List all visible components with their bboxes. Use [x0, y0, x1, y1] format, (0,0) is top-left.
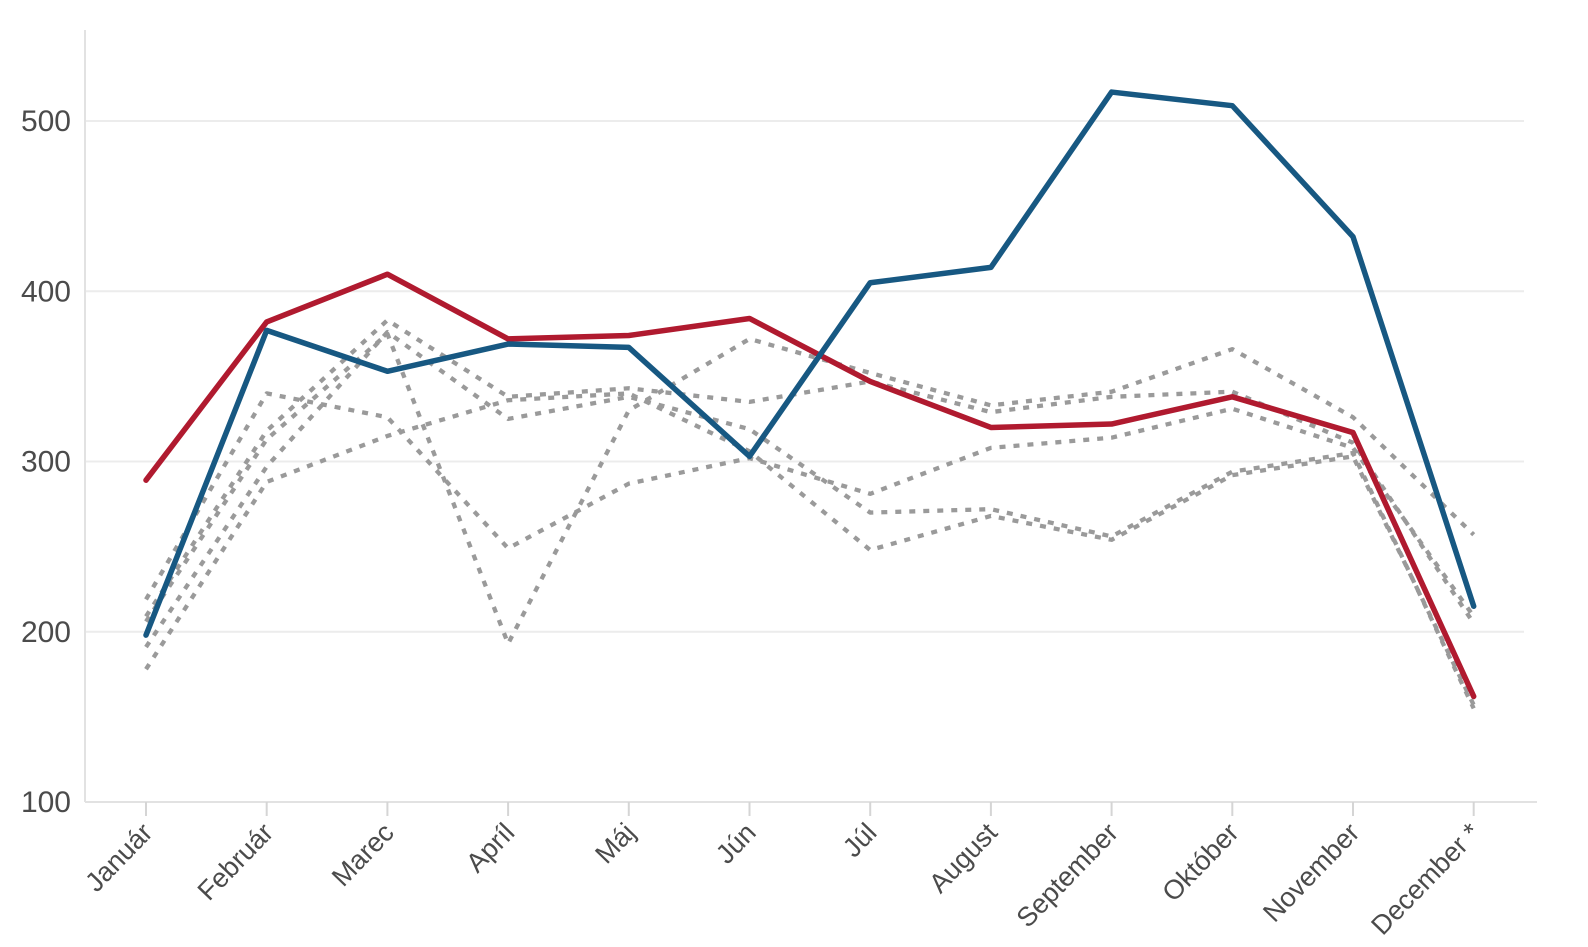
series-lines — [143, 89, 1477, 710]
x-axis-month-label: Máj — [589, 817, 641, 869]
x-axis-month-label: Február — [192, 817, 279, 906]
series-line-gray-dashed-2 — [144, 318, 1476, 625]
series-line-gray-dashed-4 — [144, 329, 1476, 710]
series-line-gray-dashed-5 — [144, 391, 1476, 706]
y-axis-tick-label: 400 — [21, 275, 71, 308]
x-axis-month-label: December * — [1365, 817, 1486, 941]
y-axis-tick-label: 100 — [21, 786, 71, 819]
x-axis-month-label: Marec — [326, 817, 400, 892]
x-axis-month-label: Január — [79, 817, 158, 897]
x-axis-month-label: September — [1011, 817, 1124, 933]
series-line-red-solid — [143, 271, 1477, 700]
series-line-gray-dashed-1 — [144, 331, 1476, 646]
x-axis-month-label: Apríl — [460, 817, 520, 878]
x-axis-month-label: Jún — [710, 817, 762, 869]
x-axis-month-label: Október — [1156, 817, 1244, 907]
series-line-blue-solid — [143, 89, 1477, 638]
x-axis-month-label: Júl — [837, 817, 883, 863]
x-axis-month-label: August — [923, 817, 1003, 899]
x-axis-month-label: November — [1257, 817, 1365, 927]
y-axis-tick-label: 300 — [21, 446, 71, 479]
axes — [84, 30, 1537, 816]
y-axis-tick-label: 200 — [21, 616, 71, 649]
series-line-gray-dashed-3 — [144, 391, 1476, 618]
axis-labels: 100 200 300 400 500 Január Február Marec Apríl Má… — [21, 105, 1486, 941]
y-axis-tick-label: 500 — [21, 105, 71, 138]
